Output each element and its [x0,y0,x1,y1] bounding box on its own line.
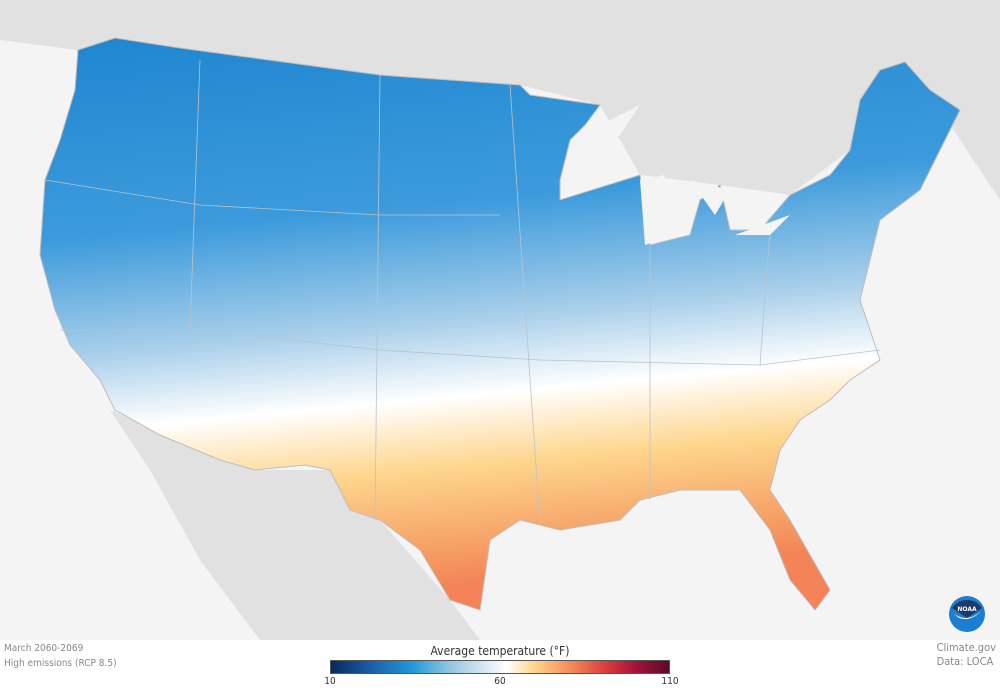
map-caption: March 2060-2069 High emissions (RCP 8.5) [4,641,117,671]
legend-tick: 60 [494,676,506,687]
time-period: March 2060-2069 [4,643,84,654]
legend-tick: 10 [324,676,336,687]
legend-ticks: 10 60 110 [324,674,678,688]
great-lakes [570,105,790,245]
data-source: Data: LOCA [936,655,994,668]
state-borders [44,59,881,526]
emissions-scenario: High emissions (RCP 8.5) [4,658,117,669]
legend-color-bar [330,660,670,674]
noaa-logo-icon: NOAA [949,596,985,632]
land-canada [0,0,1000,200]
land-mexico [110,410,480,640]
color-legend: Average temperature (°F) 10 60 110 [324,644,678,688]
temperature-map [0,0,1000,640]
credit-climate-gov: Climate.gov [936,641,996,654]
legend-title: Average temperature (°F) [430,644,570,658]
svg-text:NOAA: NOAA [957,606,977,613]
credits: Climate.gov Data: LOCA [937,641,996,669]
legend-tick: 110 [661,676,679,687]
